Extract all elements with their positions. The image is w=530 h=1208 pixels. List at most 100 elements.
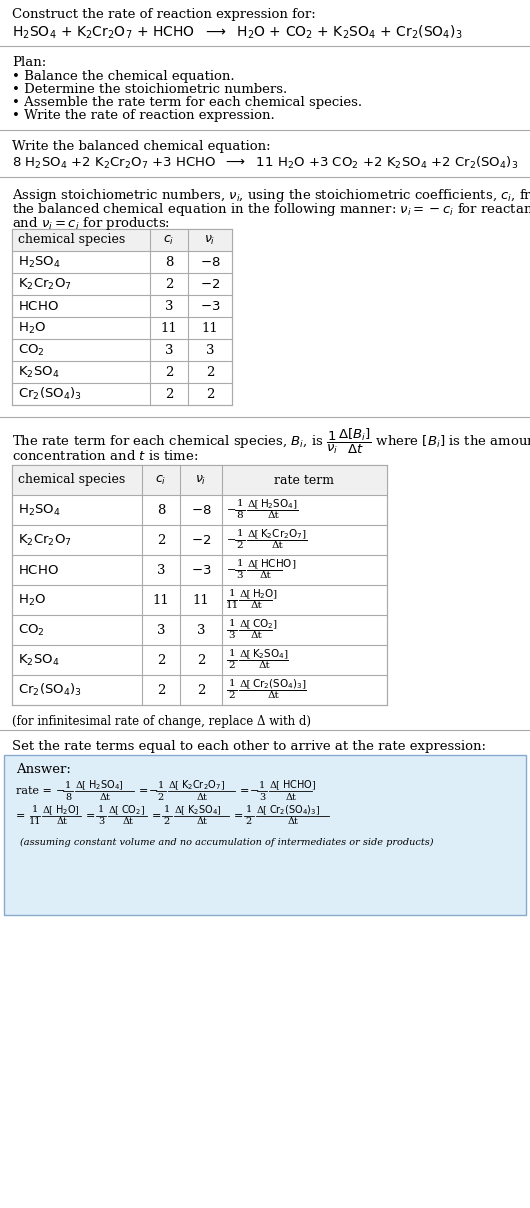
Text: 11: 11 <box>153 593 170 606</box>
Text: 1: 1 <box>259 780 265 790</box>
Text: the balanced chemical equation in the following manner: $\nu_i = -c_i$ for react: the balanced chemical equation in the fo… <box>12 201 530 217</box>
Text: $\rm H_2O$: $\rm H_2O$ <box>18 320 46 336</box>
Text: 2: 2 <box>197 654 205 667</box>
Text: 1: 1 <box>228 590 235 598</box>
Text: $\rm Cr_2(SO_4)_3$]: $\rm Cr_2(SO_4)_3$] <box>252 678 307 691</box>
Text: 2: 2 <box>197 684 205 697</box>
Text: 1: 1 <box>228 679 235 689</box>
Text: 3: 3 <box>98 818 104 826</box>
Text: $\rm HCHO$]: $\rm HCHO$] <box>282 778 316 791</box>
Text: rate =: rate = <box>16 786 55 796</box>
Text: $\rm H_2O$]: $\rm H_2O$] <box>55 803 80 817</box>
Text: $\rm K_2SO_4$]: $\rm K_2SO_4$] <box>187 803 222 817</box>
Text: Δ[: Δ[ <box>240 590 252 598</box>
Text: $\rm HCHO$: $\rm HCHO$ <box>18 563 59 576</box>
Text: $\rm Cr_2(SO_4)_3$: $\rm Cr_2(SO_4)_3$ <box>18 385 82 402</box>
Text: −: − <box>227 535 236 545</box>
Text: Δt: Δt <box>57 818 67 826</box>
Text: Set the rate terms equal to each other to arrive at the rate expression:: Set the rate terms equal to each other t… <box>12 741 486 753</box>
Text: 1: 1 <box>228 650 235 658</box>
Text: 3: 3 <box>165 300 173 313</box>
Bar <box>12 230 232 251</box>
Text: rate term: rate term <box>275 474 334 487</box>
Text: $\rm Cr_2(SO_4)_3$]: $\rm Cr_2(SO_4)_3$] <box>269 803 321 817</box>
Text: 8: 8 <box>65 792 71 801</box>
Text: 1: 1 <box>164 806 170 814</box>
Text: Δ[: Δ[ <box>240 679 252 689</box>
Text: $-2$: $-2$ <box>191 534 211 546</box>
Text: $-3$: $-3$ <box>200 300 220 313</box>
Text: 2: 2 <box>206 366 214 378</box>
Text: −: − <box>227 565 236 575</box>
Text: (for infinitesimal rate of change, replace Δ with d): (for infinitesimal rate of change, repla… <box>12 715 311 728</box>
Text: 8: 8 <box>165 256 173 268</box>
Text: $\rm HCHO$]: $\rm HCHO$] <box>260 557 296 570</box>
Text: Plan:: Plan: <box>12 56 46 69</box>
Text: $\rm H_2SO_4$ $+$ $\rm K_2Cr_2O_7$ $+$ $\rm HCHO$  $\longrightarrow$  $\rm H_2O$: $\rm H_2SO_4$ $+$ $\rm K_2Cr_2O_7$ $+$ $… <box>12 24 462 41</box>
Bar <box>12 465 387 495</box>
Text: Δ[: Δ[ <box>248 559 260 569</box>
Text: 2: 2 <box>165 278 173 290</box>
Text: 1: 1 <box>32 806 38 814</box>
Text: Δ[: Δ[ <box>257 806 268 814</box>
Text: 3: 3 <box>197 623 205 637</box>
Text: $\rm CO_2$: $\rm CO_2$ <box>18 342 45 358</box>
Text: $\rm H_2O$]: $\rm H_2O$] <box>252 587 278 600</box>
Text: −: − <box>56 786 65 796</box>
Text: Δt: Δt <box>197 792 207 801</box>
Text: $\rm H_2SO_4$: $\rm H_2SO_4$ <box>18 503 60 517</box>
Text: 2: 2 <box>228 691 235 701</box>
Text: 3: 3 <box>237 571 243 581</box>
Text: 11: 11 <box>192 593 209 606</box>
Text: 1: 1 <box>65 780 71 790</box>
Text: $\nu_i$: $\nu_i$ <box>196 474 207 487</box>
Text: =: = <box>152 811 161 821</box>
Text: $\rm H_2SO_4$]: $\rm H_2SO_4$] <box>260 498 298 511</box>
Text: 1: 1 <box>158 780 164 790</box>
Text: $-3$: $-3$ <box>191 563 211 576</box>
Text: (assuming constant volume and no accumulation of intermediates or side products): (assuming constant volume and no accumul… <box>20 838 434 847</box>
Text: Answer:: Answer: <box>16 763 71 776</box>
Text: Assign stoichiometric numbers, $\nu_i$, using the stoichiometric coefficients, $: Assign stoichiometric numbers, $\nu_i$, … <box>12 187 530 204</box>
Text: Δt: Δt <box>100 792 110 801</box>
Text: =: = <box>234 811 243 821</box>
Text: 1: 1 <box>237 529 243 539</box>
Text: $c_i$: $c_i$ <box>163 233 174 246</box>
Text: • Determine the stoichiometric numbers.: • Determine the stoichiometric numbers. <box>12 83 287 95</box>
Text: $\rm HCHO$: $\rm HCHO$ <box>18 300 59 313</box>
Text: 2: 2 <box>157 534 165 546</box>
Text: Δ[: Δ[ <box>248 499 260 509</box>
Text: 3: 3 <box>157 563 165 576</box>
Text: The rate term for each chemical species, $B_i$, is $\dfrac{1}{\nu_i}\dfrac{\Delt: The rate term for each chemical species,… <box>12 426 530 457</box>
Text: $-8$: $-8$ <box>200 256 220 268</box>
Text: 11: 11 <box>201 321 218 335</box>
Text: $\rm K_2SO_4$: $\rm K_2SO_4$ <box>18 365 59 379</box>
Text: Δt: Δt <box>267 511 279 521</box>
Text: $-8$: $-8$ <box>191 504 211 517</box>
Text: =: = <box>139 786 148 796</box>
Text: Δ[: Δ[ <box>43 806 54 814</box>
Text: 2: 2 <box>228 662 235 670</box>
Text: $\rm CO_2$]: $\rm CO_2$] <box>121 803 145 817</box>
Text: Δt: Δt <box>197 818 207 826</box>
Text: 2: 2 <box>165 388 173 401</box>
Text: Δt: Δt <box>286 792 296 801</box>
Text: 8: 8 <box>237 511 243 521</box>
Text: 2: 2 <box>237 541 243 551</box>
Text: and $\nu_i = c_i$ for products:: and $\nu_i = c_i$ for products: <box>12 215 170 232</box>
Text: Δt: Δt <box>259 571 271 581</box>
Text: 11: 11 <box>161 321 178 335</box>
FancyBboxPatch shape <box>4 755 526 914</box>
Text: $-2$: $-2$ <box>200 278 220 290</box>
Text: Δ[: Δ[ <box>169 780 180 790</box>
Text: =: = <box>86 811 95 821</box>
Text: Δ[: Δ[ <box>270 780 281 790</box>
Text: Δt: Δt <box>258 662 270 670</box>
Text: 2: 2 <box>158 792 164 801</box>
Text: $c_i$: $c_i$ <box>155 474 166 487</box>
Text: 1: 1 <box>237 499 243 509</box>
Text: 3: 3 <box>165 343 173 356</box>
Text: $\rm K_2Cr_2O_7$]: $\rm K_2Cr_2O_7$] <box>260 527 307 541</box>
Text: 3: 3 <box>206 343 214 356</box>
Text: • Write the rate of reaction expression.: • Write the rate of reaction expression. <box>12 109 275 122</box>
